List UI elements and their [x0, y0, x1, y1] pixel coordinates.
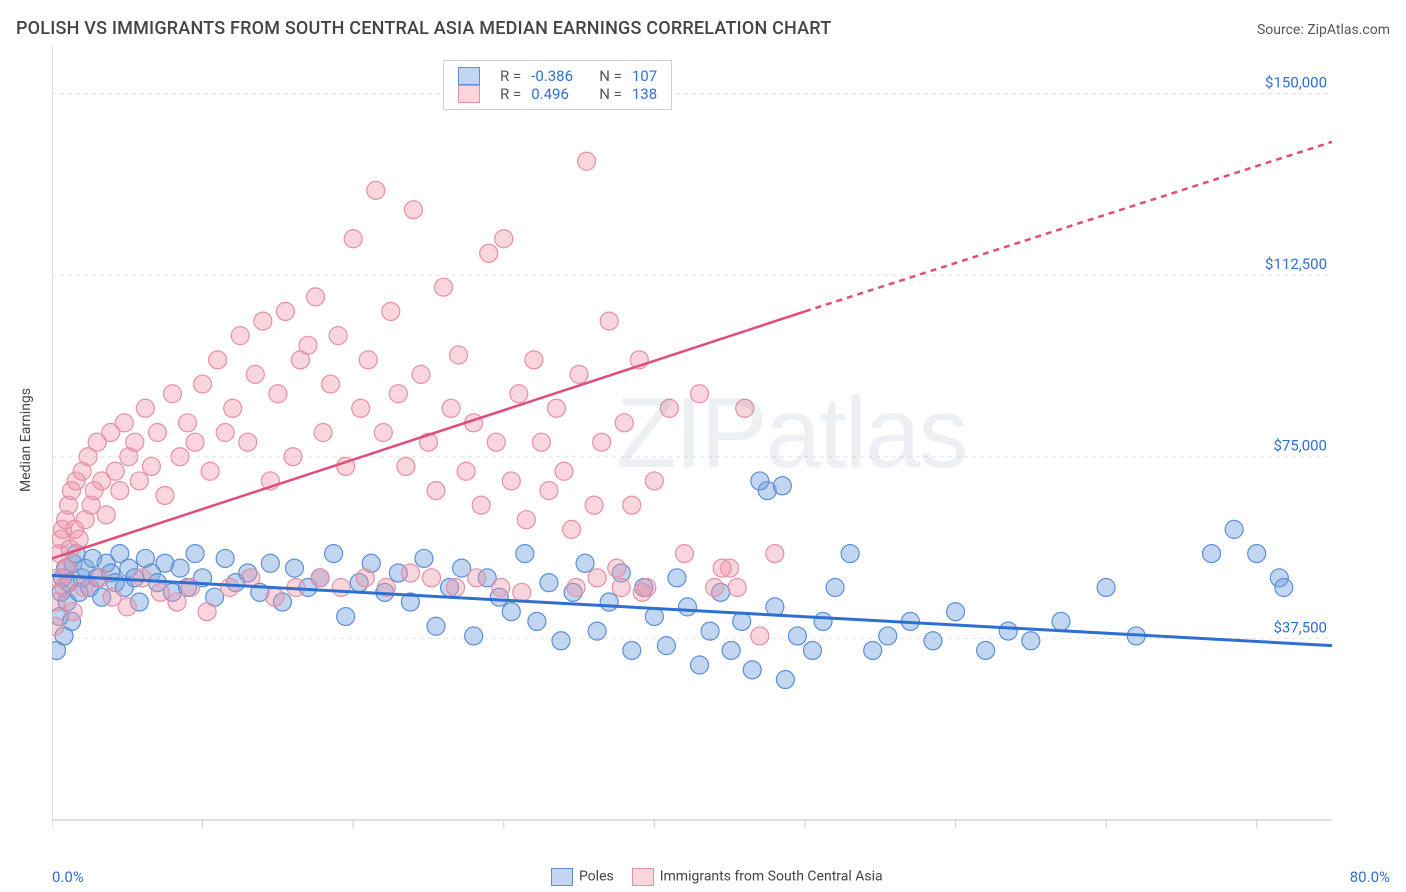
series-swatch: [458, 85, 480, 103]
legend-item: Poles: [551, 868, 614, 886]
chart-svg: $37,500 $75,000 $112,500 $150,000: [52, 45, 1332, 845]
legend-label: Immigrants from South Central Asia: [660, 869, 883, 885]
stats-legend: R =-0.386N =107R =0.496N =138: [443, 60, 672, 110]
legend-swatch: [632, 868, 654, 886]
x-axis-max-label: 80.0%: [1350, 868, 1390, 886]
stats-row: R =0.496N =138: [458, 85, 657, 103]
chart-plot: $37,500$75,000$112,500$150,000 ZIPatlas …: [52, 45, 1390, 845]
legend-item: Immigrants from South Central Asia: [632, 868, 883, 886]
x-axis-min-label: 0.0%: [52, 868, 84, 886]
legend-label: Poles: [579, 869, 614, 885]
svg-text:$75,000: $75,000: [1273, 437, 1327, 455]
series-swatch: [458, 67, 480, 85]
bottom-legend: 0.0% Poles Immigrants from South Central …: [52, 868, 1390, 886]
svg-text:$112,500: $112,500: [1265, 255, 1327, 273]
chart-title: POLISH VS IMMIGRANTS FROM SOUTH CENTRAL …: [16, 18, 831, 39]
y-axis-label: Median Earnings: [18, 388, 34, 492]
svg-text:$150,000: $150,000: [1265, 73, 1327, 91]
stats-row: R =-0.386N =107: [458, 67, 657, 85]
svg-text:$37,500: $37,500: [1273, 618, 1327, 636]
source-label: Source: ZipAtlas.com: [1257, 22, 1390, 38]
legend-groups: Poles Immigrants from South Central Asia: [551, 868, 883, 886]
legend-swatch: [551, 868, 573, 886]
